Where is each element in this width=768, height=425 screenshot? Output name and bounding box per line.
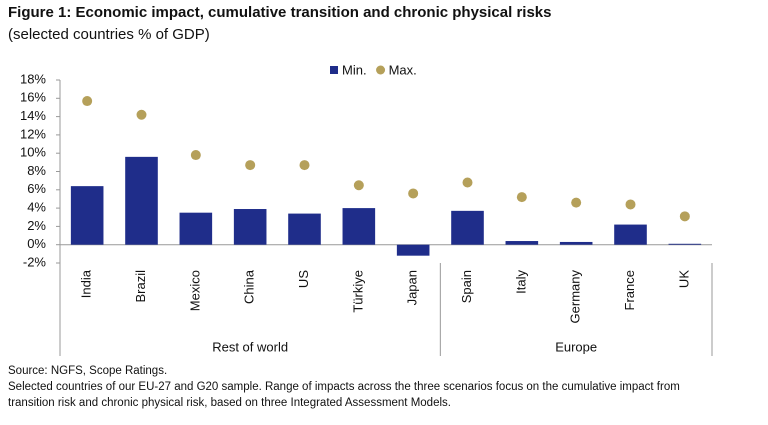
bar xyxy=(505,241,539,245)
x-tick-label: Japan xyxy=(405,270,420,305)
chart-title: Figure 1: Economic impact, cumulative tr… xyxy=(8,4,551,21)
y-tick-label: -2% xyxy=(23,254,47,269)
y-tick-label: 0% xyxy=(27,236,46,251)
dot xyxy=(516,192,527,203)
group-label: Europe xyxy=(555,339,597,354)
x-tick-label: China xyxy=(242,269,257,304)
note: Source: NGFS, Scope Ratings. xyxy=(8,365,167,377)
bar xyxy=(70,186,104,245)
x-tick-label: UK xyxy=(676,270,691,288)
y-tick-label: 14% xyxy=(20,108,46,123)
group-label: Rest of world xyxy=(212,339,288,354)
dot xyxy=(408,188,419,199)
note: transition risk and chronic physical ris… xyxy=(8,397,451,409)
y-tick-label: 12% xyxy=(20,126,46,141)
y-tick-label: 16% xyxy=(20,90,46,105)
dot xyxy=(299,160,310,171)
note: Selected countries of our EU-27 and G20 … xyxy=(8,381,680,393)
x-tick-label: France xyxy=(622,270,637,310)
dot xyxy=(462,177,473,188)
dot xyxy=(245,160,256,171)
y-tick-label: 6% xyxy=(27,181,46,196)
legend-swatch xyxy=(330,66,338,74)
dot xyxy=(625,199,636,210)
bar xyxy=(342,208,376,245)
y-tick-label: 8% xyxy=(27,163,46,178)
x-tick-label: US xyxy=(296,270,311,288)
x-tick-label: Brazil xyxy=(133,270,148,303)
x-tick-label: Italy xyxy=(513,270,528,294)
legend-label: Max. xyxy=(389,62,417,77)
dot xyxy=(136,109,147,120)
bar xyxy=(396,244,430,256)
legend-label: Min. xyxy=(342,62,367,77)
x-tick-label: Türkiye xyxy=(350,270,365,313)
x-tick-label: Mexico xyxy=(187,270,202,311)
bar xyxy=(179,212,213,245)
bar xyxy=(288,213,321,245)
dot xyxy=(82,96,93,107)
bar xyxy=(233,209,267,245)
bar xyxy=(559,241,593,245)
bar xyxy=(668,243,702,245)
chart-subtitle: (selected countries % of GDP) xyxy=(8,26,210,43)
y-tick-label: 4% xyxy=(27,200,46,215)
y-tick-label: 10% xyxy=(20,145,46,160)
dot xyxy=(571,197,582,208)
y-tick-label: 2% xyxy=(27,218,46,233)
dot xyxy=(353,180,364,191)
bar xyxy=(125,156,158,245)
dot xyxy=(190,150,201,161)
x-tick-label: India xyxy=(79,269,94,298)
bar xyxy=(614,224,647,245)
bar xyxy=(451,210,484,245)
x-tick-label: Germany xyxy=(568,270,583,324)
y-tick-label: 18% xyxy=(20,71,46,86)
legend-swatch xyxy=(376,65,386,75)
dot xyxy=(679,211,690,222)
x-tick-label: Spain xyxy=(459,270,474,303)
